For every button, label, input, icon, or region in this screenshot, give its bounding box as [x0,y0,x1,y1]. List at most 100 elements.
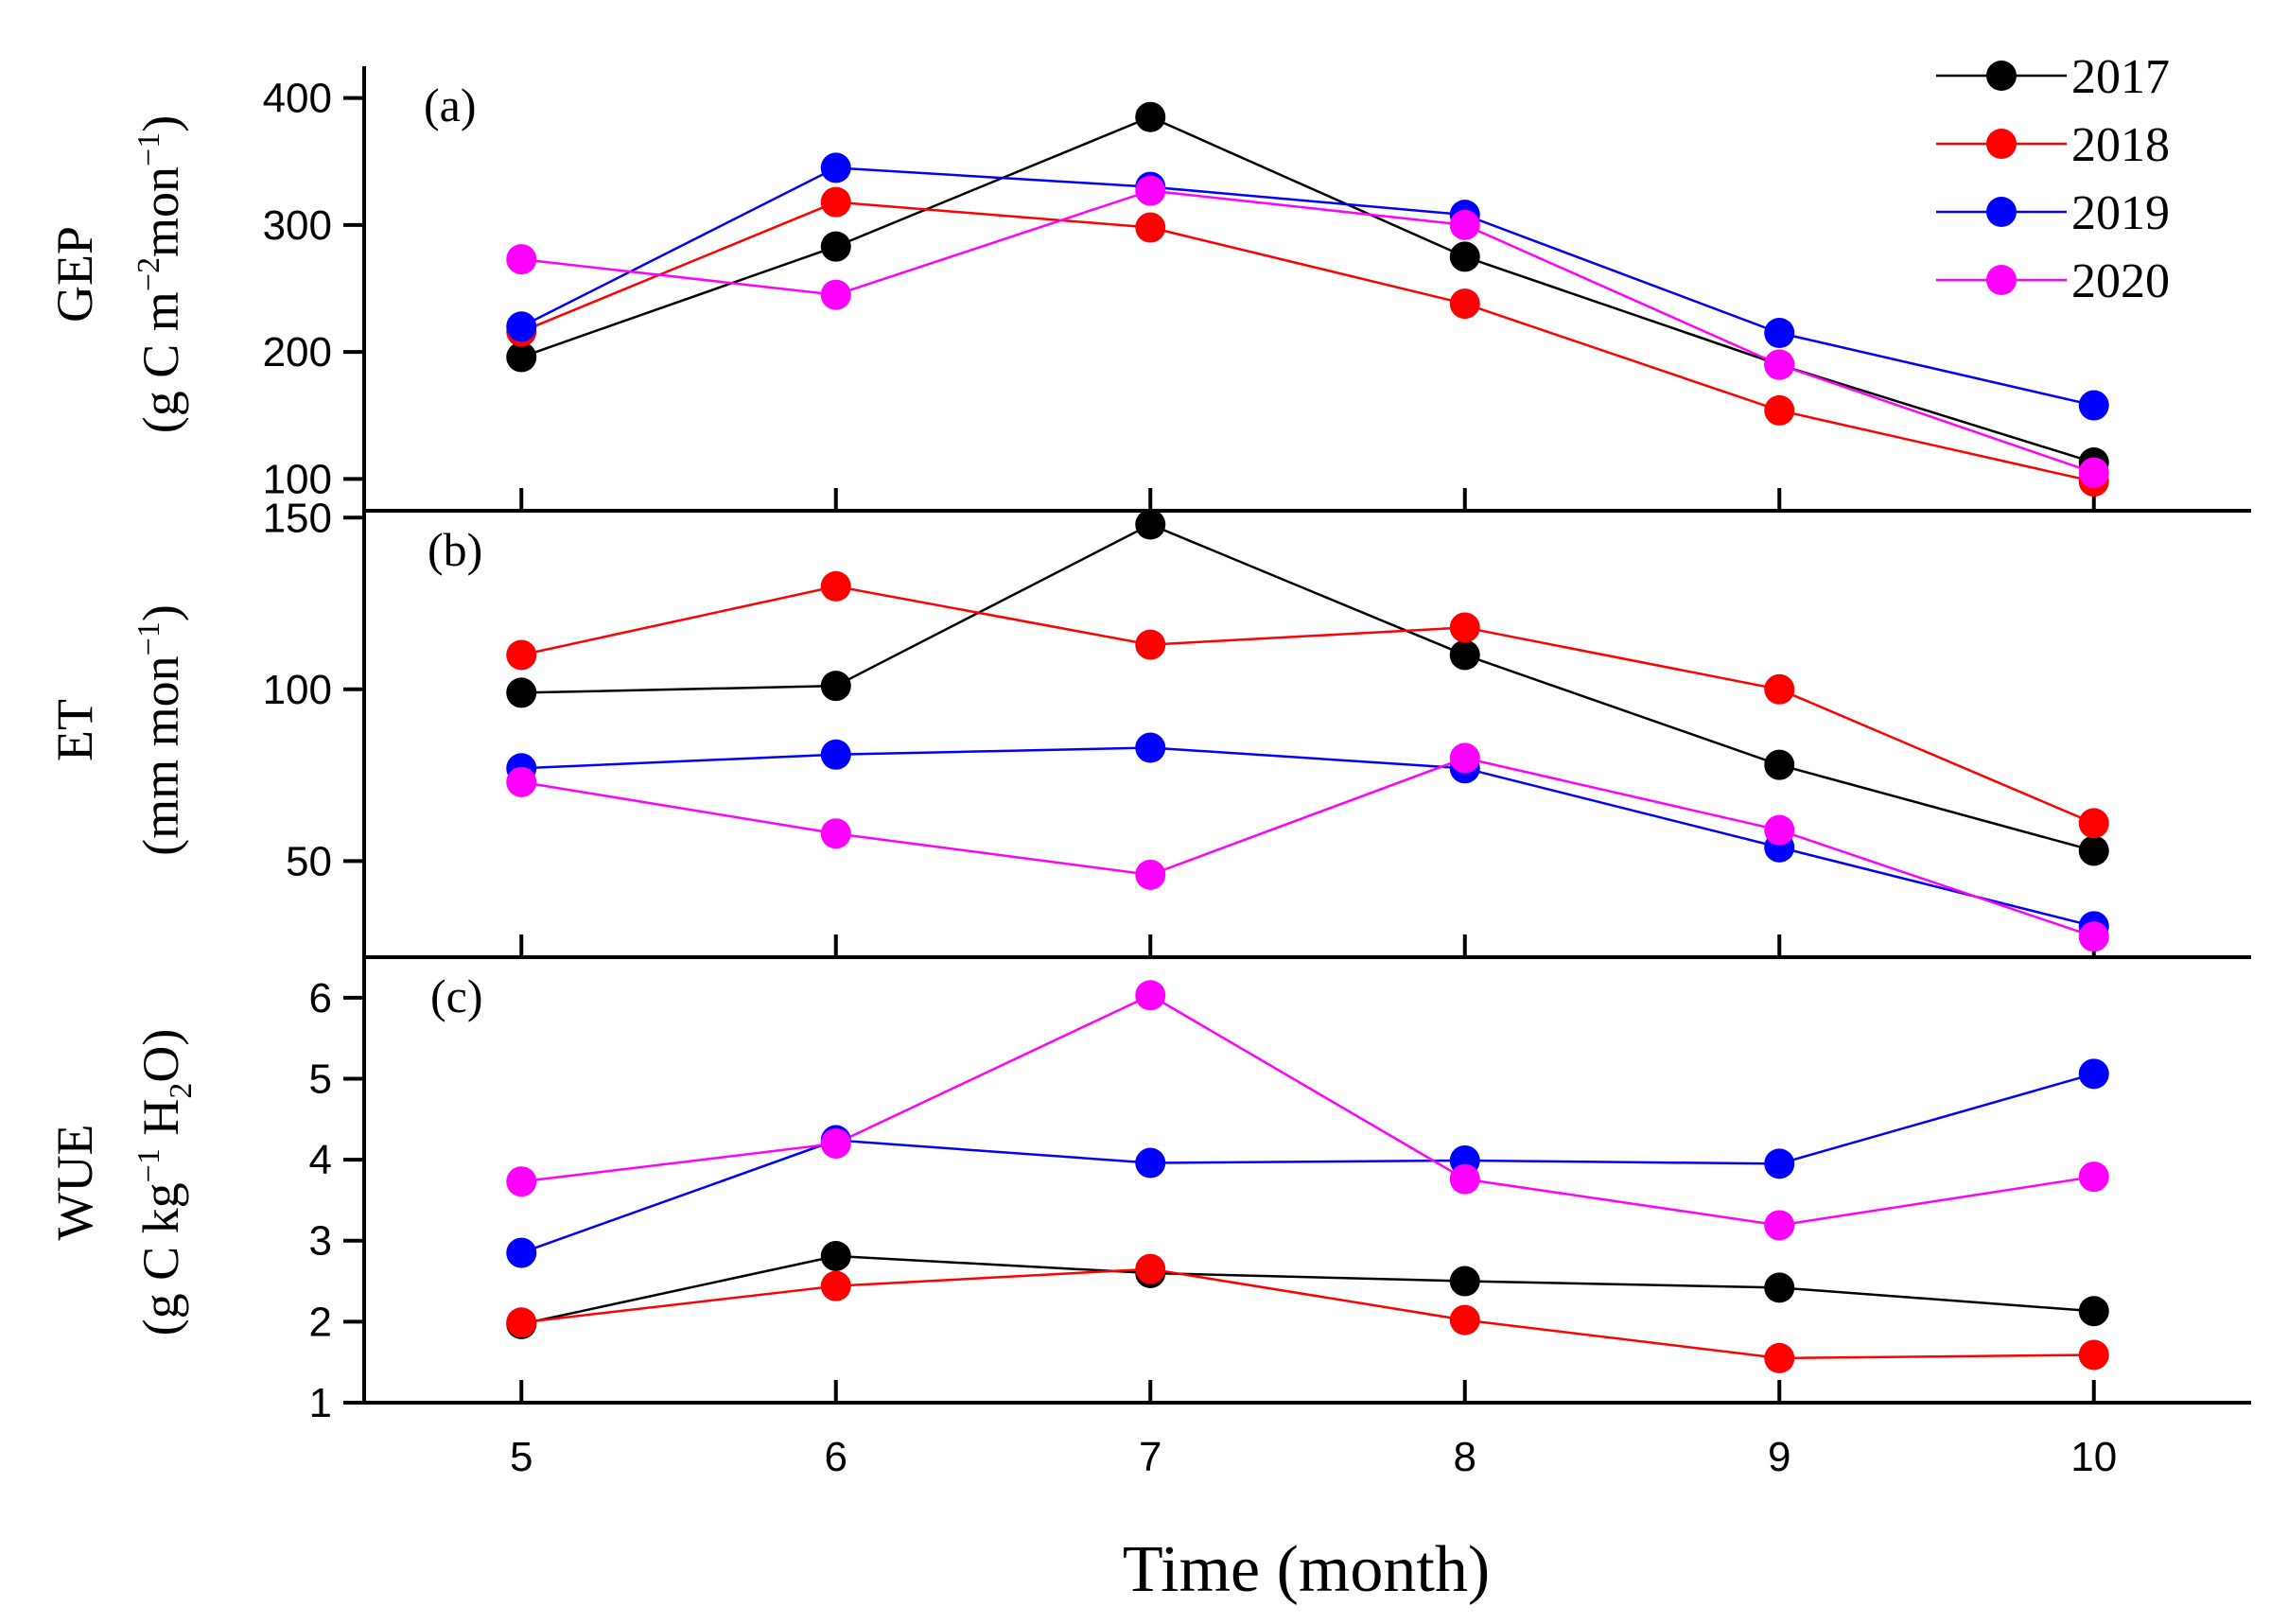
point-2018 [1764,1342,1795,1373]
x-axis-title: Time (month) [1123,1533,1490,1606]
point-2018 [1135,212,1166,243]
ylabel-gep: GEP [46,226,103,323]
point-2020 [1449,209,1480,240]
series-line-2020 [521,993,2094,1227]
point-2020 [506,766,537,797]
point-2018 [1449,612,1480,643]
series-line-2020 [521,189,2095,474]
legend-label: 2017 [2071,50,2170,104]
y-tick-label: 200 [263,329,332,375]
panel-2: 50 100 150 (b) [263,495,2109,957]
point-2018 [1449,1304,1480,1336]
point-2020 [820,279,851,310]
panel-tag: (b) [428,523,482,576]
point-2020 [1135,859,1166,890]
point-2020 [506,1166,537,1197]
legend-marker [1986,197,2017,227]
point-2020 [1449,1163,1480,1195]
ylabel-et-unit: (mm mon−1) [131,604,189,856]
point-2020 [1764,349,1795,380]
point-2017 [506,677,537,708]
series-line-2019 [520,1073,2095,1254]
series-line-2020 [521,757,2095,938]
point-2019 [820,152,851,183]
y-tick-label: 100 [263,667,332,713]
x-tick-label: 8 [1454,1434,1476,1480]
point-2019 [1764,318,1795,348]
point-2020 [1135,175,1166,206]
point-2019 [506,311,537,342]
gep-unit-close: ) [132,115,189,132]
y-tick-label: 4 [309,1137,332,1183]
gep-unit-sup1: −2 [131,257,166,291]
point-2017 [1449,639,1480,671]
point-2020 [820,818,851,849]
wue-unit-sub: 2 [164,1083,199,1099]
point-2018 [2078,808,2109,839]
y-tick-label: 150 [263,495,332,541]
y-tick-label: 6 [309,975,332,1022]
legend-label: 2018 [2071,118,2170,172]
ylabel-wue-unit: (g C kg−1 H2O) [131,1029,199,1336]
legend-label: 2020 [2071,254,2170,308]
ylabel-et: ET [46,699,103,761]
y-tick-label: 50 [286,838,332,884]
point-2017 [820,671,851,702]
point-2017 [1449,241,1480,272]
point-2019 [2078,390,2109,421]
point-2018 [2078,1339,2109,1371]
ylabel-gep-unit: (g C m−2mon−1) [131,115,189,433]
panel-3: 1 2 3 4 5 6 (c) [309,969,2109,1426]
legend-item: 2019 [1936,186,2170,240]
point-2019 [1764,1148,1795,1179]
legend-marker [1986,129,2017,159]
ylabel-wue: WUE [46,1125,103,1241]
point-2018 [1764,394,1795,426]
y-tick-label: 100 [263,456,332,502]
point-2019 [506,1237,537,1268]
point-2019 [820,739,851,770]
series-line-2018 [520,585,2095,825]
y-tick-label: 5 [309,1056,332,1102]
point-2020 [2078,921,2109,952]
point-2017 [506,341,537,373]
point-2017 [2078,835,2109,866]
x-tick-label: 6 [825,1434,847,1480]
legend-marker [1986,265,2017,295]
point-2019 [1135,732,1166,763]
gep-unit-sup2: −1 [131,132,166,166]
wue-unit-sup: −1 [131,1148,166,1182]
x-tick-label: 7 [1139,1434,1161,1480]
gep-unit-mid: mon [132,166,189,257]
point-2018 [820,186,851,218]
panel-tag: (a) [424,79,477,131]
y-tick-label: 2 [309,1299,332,1345]
wue-unit-close: O) [132,1029,189,1083]
point-2018 [1449,288,1480,320]
point-2020 [2078,1161,2109,1193]
x-tick-label: 9 [1768,1434,1790,1480]
x-tick-label: 10 [2070,1434,2117,1480]
y-tick-label: 300 [263,202,332,249]
et-unit-sup: −1 [131,621,166,655]
point-2017 [1135,509,1166,540]
point-2020 [1764,814,1795,846]
point-2017 [1135,101,1166,132]
point-2017 [820,1240,851,1271]
point-2020 [820,1127,851,1159]
legend-item: 2018 [1936,118,2170,172]
point-2018 [1135,629,1166,660]
point-2018 [1135,1253,1166,1284]
point-2017 [2078,1296,2109,1327]
point-2020 [506,244,537,275]
series-line-2019 [521,746,2095,928]
series-line-2017 [521,523,2095,852]
series-line-2017 [520,115,2095,464]
wue-unit-mid: H [132,1099,189,1149]
point-2017 [1764,749,1795,780]
panel-tag: (c) [430,969,483,1022]
gep-unit-open: (g C m [132,291,189,433]
et-unit-open: (mm mon [132,655,189,856]
point-2017 [1449,1266,1480,1297]
